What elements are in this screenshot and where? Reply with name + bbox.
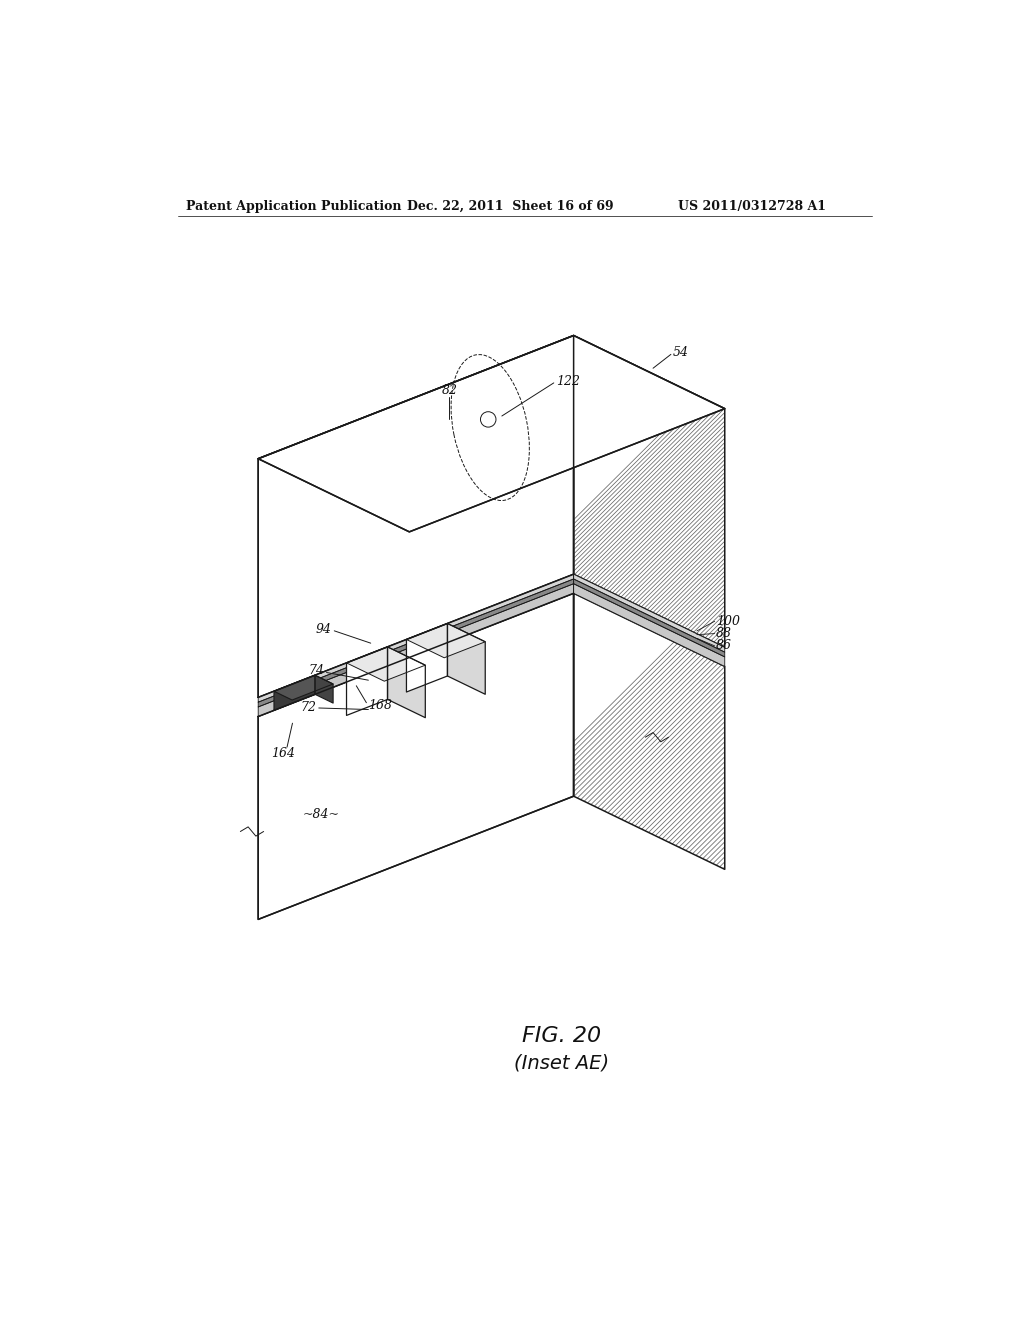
Polygon shape — [573, 574, 725, 652]
Polygon shape — [258, 574, 573, 702]
Text: (Inset AE): (Inset AE) — [514, 1053, 609, 1073]
Text: 122: 122 — [556, 375, 581, 388]
Text: Patent Application Publication: Patent Application Publication — [186, 199, 401, 213]
Polygon shape — [573, 335, 725, 647]
Polygon shape — [258, 583, 573, 717]
Text: 88: 88 — [716, 627, 732, 640]
PathPatch shape — [573, 593, 725, 870]
Polygon shape — [573, 583, 725, 667]
Text: US 2011/0312728 A1: US 2011/0312728 A1 — [678, 199, 826, 213]
Polygon shape — [274, 676, 333, 700]
Polygon shape — [258, 335, 725, 532]
Polygon shape — [573, 593, 725, 870]
Text: 94: 94 — [316, 623, 332, 636]
Polygon shape — [315, 676, 333, 704]
Text: Dec. 22, 2011  Sheet 16 of 69: Dec. 22, 2011 Sheet 16 of 69 — [407, 199, 613, 213]
Polygon shape — [258, 593, 573, 920]
Text: ~84~: ~84~ — [303, 808, 340, 821]
Text: 74: 74 — [308, 664, 325, 677]
Polygon shape — [407, 623, 447, 692]
Polygon shape — [346, 647, 387, 715]
Text: 72: 72 — [300, 701, 316, 714]
Polygon shape — [346, 647, 425, 681]
Text: 164: 164 — [271, 747, 295, 760]
Text: 82: 82 — [441, 384, 458, 397]
Text: 168: 168 — [368, 698, 392, 711]
PathPatch shape — [573, 335, 725, 647]
Text: 86: 86 — [716, 639, 732, 652]
Polygon shape — [274, 676, 315, 710]
Text: FIG. 20: FIG. 20 — [522, 1026, 601, 1047]
Polygon shape — [573, 579, 725, 657]
Polygon shape — [447, 623, 485, 694]
Polygon shape — [258, 335, 573, 697]
Polygon shape — [387, 647, 425, 718]
Polygon shape — [258, 579, 573, 708]
Text: 54: 54 — [673, 346, 688, 359]
Polygon shape — [407, 623, 485, 657]
Text: 100: 100 — [716, 615, 740, 628]
